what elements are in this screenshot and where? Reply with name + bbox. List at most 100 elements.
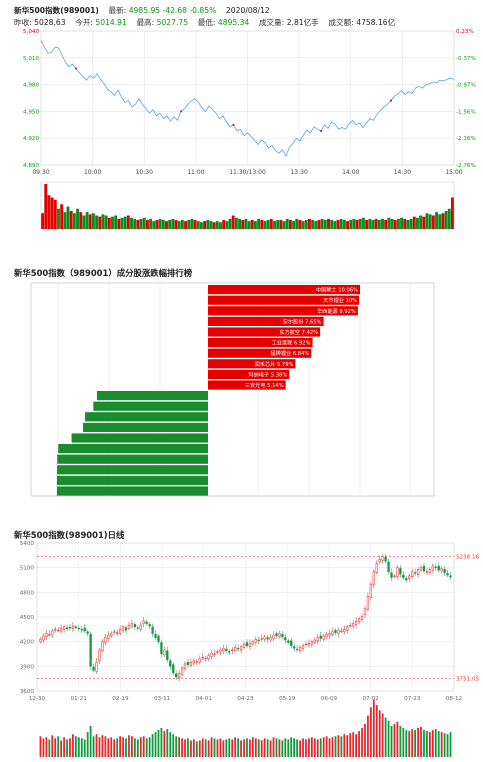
- volume-bar: [82, 215, 86, 229]
- ranking-bar-label: 中国稀土 10.06%: [316, 286, 358, 294]
- candle-body: [124, 627, 128, 631]
- candle-body: [183, 663, 187, 670]
- x-tick-label: 11:00: [187, 169, 204, 176]
- candle-body: [77, 627, 80, 630]
- daily-volume-bar: [234, 737, 237, 757]
- daily-volume-bar: [302, 738, 304, 757]
- low-value: 4895.34: [217, 18, 250, 27]
- volume-bar: [174, 220, 178, 229]
- candle-body: [295, 648, 299, 651]
- candle-body: [204, 657, 207, 660]
- daily-volume-bar: [77, 737, 80, 757]
- ranking-bar: [208, 306, 358, 316]
- candle-body: [228, 651, 231, 653]
- volume-bar: [387, 217, 391, 229]
- ranking-bar-label: 猛狮锂业 6.84%: [270, 349, 309, 357]
- daily-volume-bar: [181, 738, 183, 757]
- y-tick-label: 4,920: [23, 136, 39, 142]
- candle-body: [437, 565, 440, 571]
- daily-volume-bar: [272, 737, 275, 757]
- volume-bar: [257, 218, 261, 229]
- candle-body: [189, 661, 193, 666]
- y-tick-label: 4,980: [23, 83, 39, 89]
- ranking-frame: [30, 282, 435, 497]
- ranking-bar: [93, 401, 208, 411]
- daily-volume-bar: [231, 739, 234, 757]
- volume-bar: [133, 218, 137, 229]
- daily-volume-bar: [142, 736, 145, 757]
- volume-bar: [384, 220, 388, 229]
- volume-bar: [346, 221, 350, 229]
- candle-body: [387, 561, 390, 573]
- ranking-bar-label: 华西能源 9.92%: [317, 307, 356, 315]
- daily-volume-bar: [358, 731, 360, 757]
- candle-body: [242, 643, 246, 648]
- daily-volume-bar: [266, 739, 269, 757]
- candle-body: [416, 569, 420, 575]
- volume-bar: [130, 217, 133, 229]
- daily-volume-bar: [322, 737, 325, 757]
- x-tick-label: 10:30: [136, 169, 153, 176]
- daily-volume-bar: [122, 737, 124, 757]
- daily-volume-bar: [69, 738, 71, 757]
- candle-body: [145, 621, 148, 624]
- prev-close-label: 昨收:: [14, 18, 32, 27]
- volume-frame: [40, 181, 455, 230]
- candle-body: [284, 637, 287, 641]
- candle-body: [319, 635, 322, 639]
- candle-body: [65, 627, 69, 630]
- daily-volume-bar: [125, 738, 127, 757]
- ranking-bar-label: 国药股份 -10%: [211, 476, 247, 484]
- volume-bar: [282, 221, 286, 229]
- volume-bar: [136, 220, 140, 229]
- ranking-bar: [208, 369, 290, 379]
- volume-bar: [349, 220, 353, 229]
- volume-bar: [79, 212, 83, 229]
- high-value: 5027.75: [156, 18, 189, 27]
- candle-body: [127, 624, 131, 629]
- daily-volume-bar: [131, 736, 133, 757]
- volume-bar: [225, 221, 229, 229]
- daily-y-tick-label: 4200: [20, 640, 35, 646]
- candle-body: [234, 647, 237, 651]
- daily-volume-bar: [260, 740, 263, 757]
- price-marker: [390, 99, 392, 102]
- y-right-tick-label: -1.56%: [456, 109, 476, 115]
- volume-bar: [406, 220, 410, 229]
- latest-value: 4985.95: [128, 6, 161, 15]
- daily-x-tick-label: 06-09: [321, 696, 338, 702]
- volume-bar: [441, 213, 445, 229]
- candle-body: [95, 661, 98, 672]
- candle-body: [57, 629, 60, 632]
- daily-volume-bar: [355, 734, 358, 757]
- candle-body: [42, 635, 45, 641]
- candle-body: [225, 648, 228, 651]
- volume-bar: [95, 215, 99, 229]
- volume-bar: [273, 221, 276, 229]
- daily-x-tick-label: 02-19: [112, 696, 129, 702]
- volume-bar: [50, 197, 54, 229]
- volume-bar: [362, 217, 365, 229]
- candle-body: [405, 578, 408, 581]
- daily-volume-bar: [190, 740, 192, 757]
- candle-body: [440, 568, 443, 572]
- daily-volume-bar: [408, 731, 411, 757]
- y-right-tick-label: 0.23%: [456, 29, 474, 35]
- candle-body: [322, 635, 325, 640]
- volume-bar: [155, 220, 159, 229]
- candle-body: [393, 575, 396, 577]
- candle-body: [263, 636, 266, 640]
- candle-body: [390, 572, 393, 578]
- daily-volume-bar: [107, 738, 110, 757]
- candle-body: [180, 667, 184, 675]
- candle-body: [92, 666, 95, 671]
- daily-volume-bar: [364, 723, 366, 757]
- daily-y-tick-label: 5100: [20, 566, 35, 572]
- x-tick-label: 15:00: [445, 169, 462, 176]
- daily-x-tick-label: 07-02: [362, 696, 378, 702]
- candle-body: [71, 625, 75, 629]
- latest-label: 最新:: [108, 6, 127, 15]
- daily-volume-bar: [387, 720, 390, 757]
- candle-body: [177, 673, 181, 679]
- y-tick-label: 4,890: [23, 163, 39, 169]
